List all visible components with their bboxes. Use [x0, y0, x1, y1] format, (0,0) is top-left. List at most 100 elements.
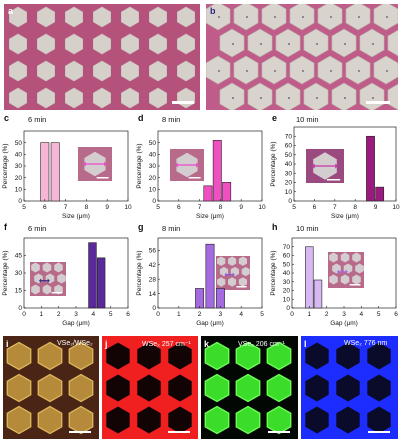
y-tick-label: 50	[149, 140, 157, 147]
x-tick-label: 9	[105, 204, 109, 211]
arrow-head-left	[175, 162, 178, 168]
nucleation-dot	[232, 97, 234, 99]
nucleation-dot	[274, 16, 276, 18]
panel-label-a: a	[8, 6, 14, 16]
flake-hexagon	[121, 33, 139, 55]
nucleation-dot	[302, 70, 304, 72]
bar	[305, 246, 314, 309]
dark-hexagon	[106, 342, 130, 370]
y-axis-label: Percentage (%)	[270, 250, 277, 295]
hexagon	[68, 405, 94, 435]
y-tick-label: 50	[15, 140, 23, 147]
flake-hexagon	[317, 55, 343, 85]
inset-hexagon	[57, 273, 66, 284]
flake-hexagon	[387, 83, 398, 110]
x-tick-label: 4	[92, 311, 96, 318]
flake-hexagon	[303, 28, 329, 58]
x-axis-label: Size (μm)	[196, 213, 224, 220]
x-tick-label: 10	[392, 204, 400, 211]
inset-hexagon	[241, 266, 250, 277]
y-tick-label: 20	[285, 180, 293, 187]
nucleation-dot	[218, 70, 220, 72]
bar	[195, 288, 205, 309]
y-tick-label: 56	[149, 248, 157, 255]
flake-hexagon	[247, 28, 273, 58]
flake-hexagon	[289, 4, 315, 31]
x-tick-label: 2	[57, 311, 61, 318]
inset-hexagon	[228, 256, 237, 266]
inset-scale-bar	[188, 177, 201, 179]
nucleation-dot	[274, 70, 276, 72]
inset-hexagon	[352, 252, 361, 263]
y-tick-label: 30	[283, 279, 291, 286]
inset-image	[78, 147, 112, 181]
panel-title-c: 6 min	[28, 115, 47, 124]
flake-hexagon	[275, 82, 301, 110]
panel-label-c: c	[4, 113, 10, 123]
x-tick-label: 5	[377, 311, 381, 318]
x-tick-label: 1	[308, 311, 312, 318]
flake-hexagon	[317, 4, 343, 31]
x-tick-label: 5	[292, 204, 296, 211]
arrow-head-left	[224, 272, 227, 277]
image-title-l: WSe₂ 776 nm	[344, 340, 388, 347]
flake-hexagon	[36, 6, 56, 28]
y-tick-label: 42	[149, 262, 157, 269]
nucleation-dot	[330, 70, 332, 72]
nucleation-dot	[246, 70, 248, 72]
arrow-head-right	[232, 272, 235, 277]
nucleation-dot	[344, 43, 346, 45]
inset-hexagon	[352, 274, 361, 285]
flake-hexagon	[303, 82, 329, 110]
nucleation-dot	[386, 70, 388, 72]
image-j: j WSe₂ 257 cm⁻¹	[102, 336, 198, 439]
y-tick-label: 0	[18, 305, 22, 312]
x-axis-label: Size (μm)	[62, 213, 90, 220]
y-tick-label: 10	[15, 187, 23, 194]
y-tick-label: 70	[283, 244, 291, 251]
flake-hexagon	[149, 6, 167, 28]
flake-hexagon	[289, 55, 315, 85]
nucleation-dot	[288, 43, 290, 45]
x-tick-label: 3	[219, 311, 223, 318]
nucleation-dot	[330, 16, 332, 18]
micrograph-a: a	[4, 4, 200, 110]
inset-hexagon	[329, 274, 338, 285]
x-tick-label: 7	[64, 204, 68, 211]
inset-scale-bar	[326, 179, 341, 181]
arrow-head-left	[83, 161, 86, 167]
x-tick-label: 9	[239, 204, 243, 211]
scale-bar	[168, 431, 190, 433]
flake-hexagon	[149, 87, 167, 109]
panel-d: d 8 min 5 6 7 8 9 10 0 10 20 30 40 50 Size (μm) Perce…	[134, 113, 268, 221]
y-tick-label: 40	[283, 270, 291, 277]
x-tick-label: 0	[22, 311, 26, 318]
x-tick-label: 5	[109, 311, 113, 318]
x-tick-label: 0	[156, 311, 160, 318]
flake-hexagon	[93, 87, 111, 109]
nucleation-dot	[302, 16, 304, 18]
bar	[212, 140, 222, 202]
y-tick-label: 10	[285, 189, 293, 196]
flake-hexagon	[261, 55, 287, 85]
bar	[222, 182, 232, 202]
y-tick-label: 40	[285, 161, 293, 168]
y-tick-label: 30	[15, 270, 23, 277]
image-i: i VSe₂/WSe₂	[3, 336, 99, 439]
x-tick-label: 0	[290, 311, 294, 318]
flake-hexagon	[121, 87, 139, 109]
inset-scale-bar	[51, 292, 63, 294]
y-tick-label: 0	[152, 305, 156, 312]
hexagon	[6, 405, 32, 435]
y-tick-label: 20	[149, 175, 157, 182]
y-tick-label: 14	[149, 291, 157, 298]
y-axis-label: Percentage (%)	[2, 143, 9, 188]
x-tick-label: 1	[40, 311, 44, 318]
flake-hexagon	[177, 60, 195, 82]
x-tick-label: 2	[198, 311, 202, 318]
flake-hexagon	[64, 60, 83, 82]
inset-image	[170, 149, 204, 181]
y-tick-label: 40	[15, 152, 23, 159]
y-tick-label: 30	[285, 170, 293, 177]
flake-hexagon	[149, 33, 167, 55]
